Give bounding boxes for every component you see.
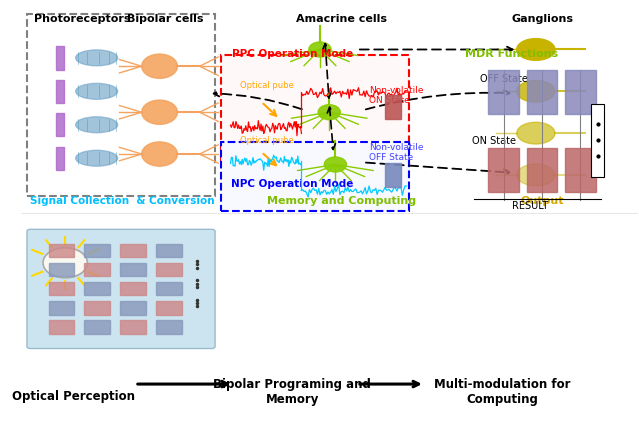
Bar <box>84 301 111 314</box>
Bar <box>84 320 111 334</box>
Text: Ganglions: Ganglions <box>511 14 573 24</box>
Ellipse shape <box>142 100 178 124</box>
Bar <box>527 148 557 192</box>
Bar <box>27 14 215 196</box>
Bar <box>385 95 401 119</box>
Bar <box>120 243 146 257</box>
Bar <box>527 70 557 115</box>
Ellipse shape <box>517 122 555 144</box>
Text: Photoreceptors: Photoreceptors <box>35 14 131 24</box>
Bar <box>488 148 519 192</box>
Bar <box>120 263 146 276</box>
Ellipse shape <box>309 42 331 57</box>
Text: RESULT: RESULT <box>512 201 548 211</box>
Ellipse shape <box>324 157 346 172</box>
Bar <box>49 282 75 296</box>
Text: ON State: ON State <box>472 136 516 147</box>
FancyBboxPatch shape <box>27 229 215 349</box>
Bar <box>591 104 604 177</box>
Bar <box>56 147 64 170</box>
Bar <box>49 243 75 257</box>
Ellipse shape <box>75 150 118 166</box>
Bar <box>156 301 181 314</box>
Bar <box>156 320 181 334</box>
Bar <box>120 301 146 314</box>
Ellipse shape <box>75 117 118 133</box>
Bar <box>49 320 75 334</box>
Text: Optical Perception: Optical Perception <box>12 390 135 403</box>
Ellipse shape <box>517 164 555 186</box>
Text: Amacrine cells: Amacrine cells <box>296 14 387 24</box>
Text: NPC Operation Mode: NPC Operation Mode <box>231 179 353 189</box>
Bar <box>56 80 64 103</box>
Bar <box>84 282 111 296</box>
Ellipse shape <box>517 39 555 60</box>
Ellipse shape <box>142 142 178 166</box>
Text: MDR Functions: MDR Functions <box>465 50 558 59</box>
Text: Bipolar Programing and
Memory: Bipolar Programing and Memory <box>213 378 371 406</box>
Text: Output: Output <box>520 196 564 206</box>
Text: Non-volatile
OFF State: Non-volatile OFF State <box>369 143 424 163</box>
Bar <box>385 163 401 187</box>
Text: Signal Collection  & Conversion: Signal Collection & Conversion <box>30 196 215 206</box>
Bar <box>56 46 64 69</box>
Circle shape <box>43 248 88 278</box>
Bar <box>156 263 181 276</box>
Text: OFF State: OFF State <box>481 74 528 84</box>
Bar <box>56 113 64 136</box>
Ellipse shape <box>142 54 178 78</box>
Bar <box>120 320 146 334</box>
Bar <box>221 54 410 165</box>
Ellipse shape <box>517 80 555 102</box>
Text: Multi-modulation for
Computing: Multi-modulation for Computing <box>434 378 570 406</box>
Bar <box>84 243 111 257</box>
Ellipse shape <box>318 105 341 120</box>
Bar <box>120 282 146 296</box>
Text: Memory and Computing: Memory and Computing <box>267 196 416 206</box>
Text: Bipolar cells: Bipolar cells <box>128 14 204 24</box>
Bar <box>156 243 181 257</box>
Text: PPC Operation Mode: PPC Operation Mode <box>231 50 353 59</box>
Bar <box>488 70 519 115</box>
Ellipse shape <box>75 83 118 99</box>
Text: Optical pube: Optical pube <box>240 136 293 145</box>
Bar <box>221 142 410 211</box>
Text: Optical pube: Optical pube <box>240 80 293 90</box>
Text: Non-volatile
ON State: Non-volatile ON State <box>369 86 424 105</box>
Ellipse shape <box>75 50 118 66</box>
Bar <box>565 148 596 192</box>
Bar <box>156 282 181 296</box>
Bar <box>49 263 75 276</box>
Bar <box>565 70 596 115</box>
Bar <box>84 263 111 276</box>
Bar <box>49 301 75 314</box>
